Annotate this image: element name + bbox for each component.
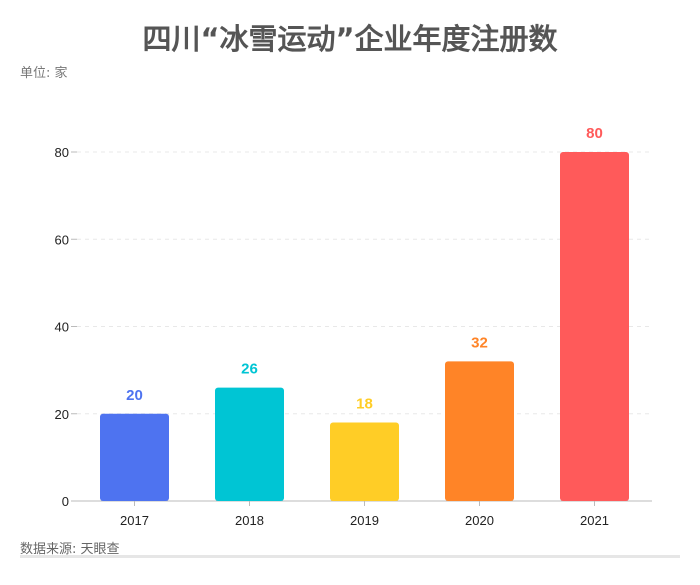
y-tick-label: 40 [55, 320, 69, 335]
data-label-2020: 32 [471, 334, 488, 351]
x-tick-label: 2017 [120, 513, 149, 528]
bar-2018 [215, 387, 284, 501]
x-tick-label: 2021 [580, 513, 609, 528]
source-note: 数据来源: 天眼查 [20, 542, 120, 557]
x-tick-label: 2018 [235, 513, 264, 528]
bar-2021 [560, 152, 629, 501]
bar-2017 [100, 413, 169, 501]
bottom-divider [20, 555, 680, 558]
data-label-2019: 18 [356, 395, 373, 412]
x-tick-label: 2019 [350, 513, 379, 528]
x-tick-label: 2020 [465, 513, 494, 528]
y-tick-label: 0 [62, 494, 69, 509]
unit-label: 单位: 家 [20, 66, 68, 81]
y-tick-label: 20 [55, 407, 69, 422]
data-label-2017: 20 [126, 387, 143, 404]
chart-title: 四川“冰雪运动”企业年度注册数 [142, 22, 558, 56]
data-label-2021: 80 [586, 125, 603, 142]
bar-2020 [445, 361, 514, 501]
y-tick-label: 80 [55, 145, 69, 160]
bar-2019 [330, 422, 399, 501]
data-label-2018: 26 [241, 361, 258, 378]
y-tick-label: 60 [55, 232, 69, 247]
